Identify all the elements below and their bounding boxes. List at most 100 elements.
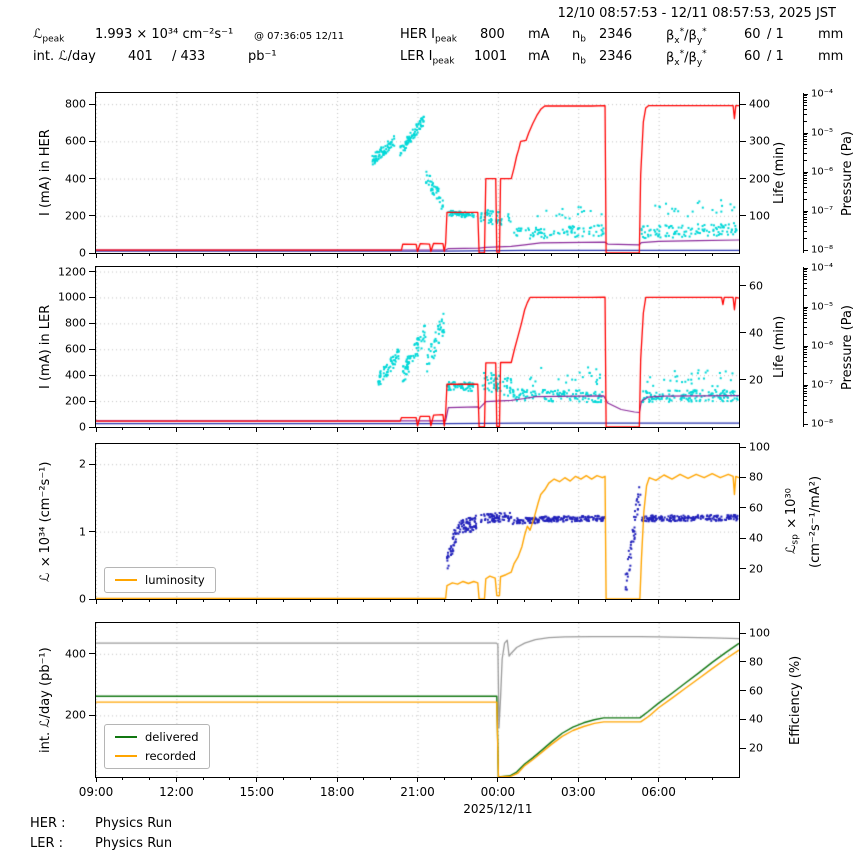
pressure-minor-tick	[804, 283, 807, 285]
y-tick-right	[739, 661, 746, 663]
pressure-minor-tick	[804, 312, 807, 314]
y-tick-right	[739, 140, 746, 142]
x-tick	[95, 599, 97, 604]
pressure-minor-tick	[804, 294, 807, 296]
legend-label: luminosity	[145, 573, 205, 587]
her-yaxis-title: I (mA) in HER	[38, 129, 53, 217]
y-tick-label: 0	[79, 420, 86, 434]
y-tick-label: 800	[65, 97, 86, 111]
pressure-axis: 10⁻⁴ 10⁻⁵ 10⁻⁶ 10⁻⁷ 10⁻⁸	[803, 89, 833, 256]
y-tick	[89, 348, 96, 350]
ler-life-axis-title: Life (min)	[772, 315, 787, 379]
x-tick	[256, 253, 258, 258]
pressure-minor-tick	[804, 214, 807, 216]
luminosity-yaxis-title: ℒ ×10³⁴ (cm⁻²s⁻¹)	[38, 461, 53, 582]
efficiency-axis-title: Efficiency (%)	[788, 655, 803, 745]
legend-label: recorded	[145, 749, 197, 763]
y-tick-label: 1200	[58, 265, 86, 279]
pressure-minor-tick	[804, 97, 807, 99]
legend-item: recorded	[115, 749, 199, 763]
pressure-tick-label: 10⁻⁶	[811, 340, 834, 352]
x-minor-tick	[443, 777, 445, 780]
her-pressure-axis-title: Pressure (Pa)	[840, 130, 855, 216]
pressure-tick-label: 10⁻⁸	[811, 244, 834, 256]
y-tick-right	[739, 215, 746, 217]
pressure-minor-tick	[804, 177, 807, 179]
x-tick	[175, 253, 177, 258]
x-minor-tick	[604, 427, 606, 430]
y-tick-label: 200	[65, 708, 86, 722]
x-tick	[336, 777, 338, 782]
y-tick-right-label: 300	[749, 134, 770, 148]
x-minor-tick	[550, 427, 552, 430]
x-tick	[497, 253, 499, 258]
y-tick-right-label: 80	[749, 655, 763, 669]
y-tick	[89, 140, 96, 142]
x-minor-tick	[684, 427, 686, 430]
x-minor-tick	[631, 253, 633, 256]
intlum-legend: delivered recorded	[104, 724, 210, 769]
x-minor-tick	[443, 599, 445, 602]
pressure-minor-tick	[804, 148, 807, 150]
pressure-tick-label: 10⁻⁷	[811, 205, 834, 217]
pressure-minor-tick	[804, 411, 807, 413]
x-tick	[95, 427, 97, 432]
her-ipeak-label: HER Ipeak	[400, 27, 457, 45]
pressure-minor-tick	[804, 222, 807, 224]
y-tick-right	[739, 103, 746, 105]
y-tick-label: 1	[79, 525, 86, 539]
intlum-yaxis-title: int. ℒ/day (pb⁻¹)	[38, 647, 53, 753]
x-tick	[175, 777, 177, 782]
x-minor-tick	[470, 599, 472, 602]
x-minor-tick	[711, 599, 713, 602]
x-tick-label: 21:00	[400, 785, 435, 799]
pressure-minor-tick	[804, 318, 807, 320]
x-minor-tick	[443, 427, 445, 430]
pressure-minor-tick	[804, 400, 807, 402]
pressure-tick	[804, 249, 808, 251]
ler-beta-unit: mm	[818, 49, 844, 64]
x-minor-tick	[229, 777, 231, 780]
ler-current-chart	[96, 267, 739, 427]
x-minor-tick	[631, 599, 633, 602]
pressure-minor-tick	[804, 333, 807, 335]
y-tick-right	[739, 537, 746, 539]
x-minor-tick	[309, 777, 311, 780]
x-minor-tick	[443, 253, 445, 256]
x-minor-tick	[604, 599, 606, 602]
pressure-tick	[804, 384, 808, 386]
pressure-minor-tick	[804, 365, 807, 367]
y-tick	[89, 178, 96, 180]
x-minor-tick	[202, 599, 204, 602]
x-tick	[256, 777, 258, 782]
y-tick-label: 600	[65, 342, 86, 356]
pressure-minor-tick	[804, 351, 807, 353]
y-tick-label: 400	[65, 368, 86, 382]
pressure-minor-tick	[804, 310, 807, 312]
x-minor-tick	[470, 253, 472, 256]
pressure-minor-tick	[804, 136, 807, 138]
x-tick	[658, 253, 660, 258]
pressure-minor-tick	[804, 120, 807, 122]
y-tick-label: 200	[65, 394, 86, 408]
pressure-minor-tick	[804, 386, 807, 388]
x-minor-tick	[122, 253, 124, 256]
x-tick	[497, 599, 499, 604]
pressure-minor-tick	[804, 361, 807, 363]
lpeak-label: ℒpeak	[33, 27, 65, 45]
x-minor-tick	[202, 253, 204, 256]
x-tick	[417, 253, 418, 258]
x-tick	[577, 427, 579, 432]
x-tick-label: 09:00	[78, 785, 114, 799]
pressure-tick	[804, 345, 808, 347]
x-minor-tick	[390, 777, 392, 780]
her-beta-value: 60	[744, 27, 761, 42]
x-tick	[336, 427, 338, 432]
pressure-minor-tick	[804, 388, 807, 390]
y-tick-right-label: 100	[749, 440, 770, 454]
x-minor-tick	[604, 253, 606, 256]
x-tick-label: 06:00	[641, 785, 676, 799]
pressure-tick-label: 10⁻⁷	[811, 379, 834, 391]
y-tick-right	[739, 632, 746, 634]
